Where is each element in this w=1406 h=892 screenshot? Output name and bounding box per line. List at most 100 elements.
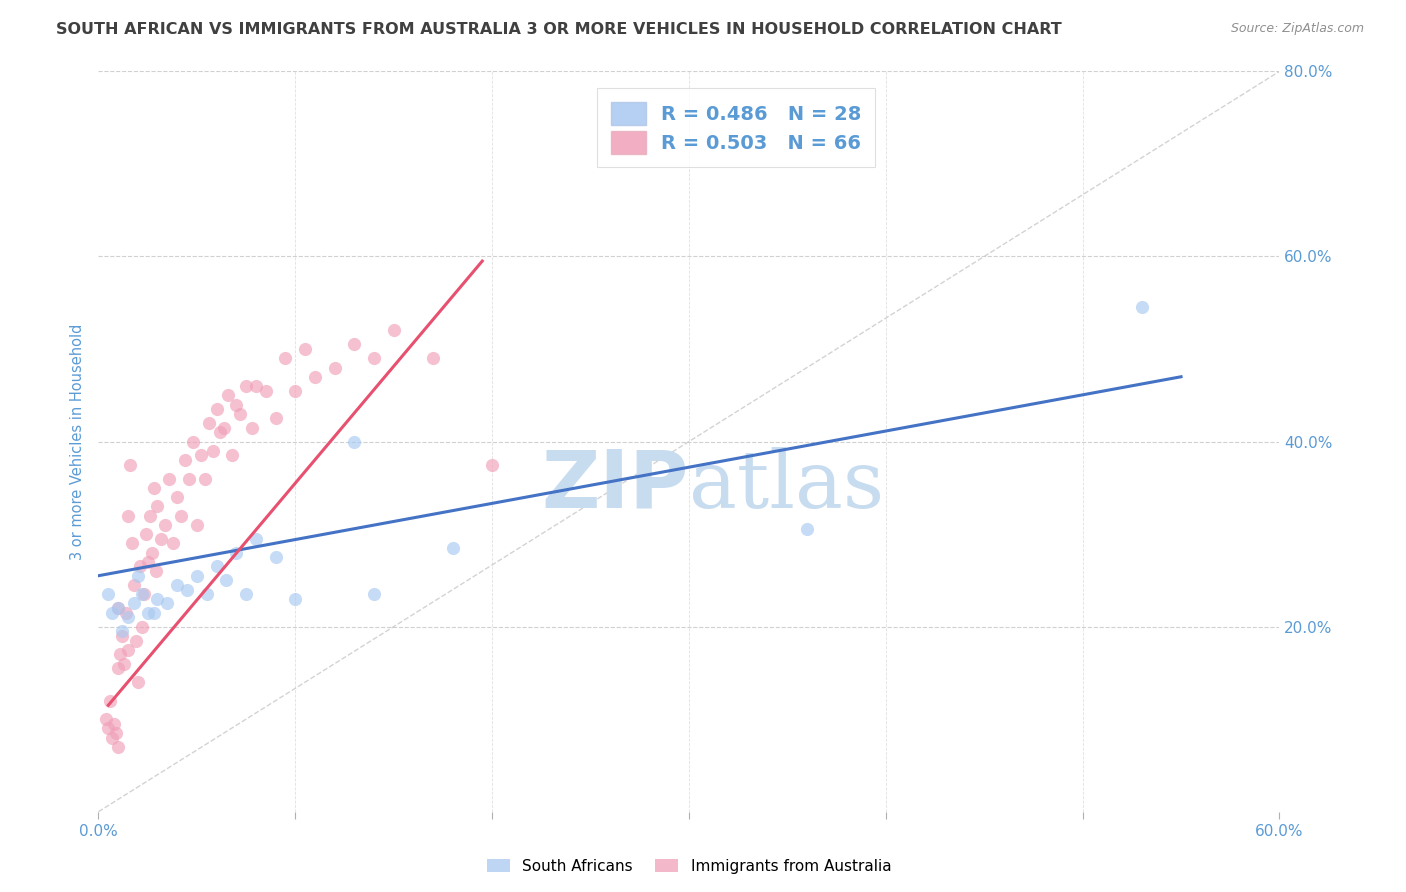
Point <box>363 587 385 601</box>
Point <box>118 458 141 472</box>
Point <box>103 716 125 731</box>
Point <box>441 541 464 555</box>
Point <box>166 578 188 592</box>
Point <box>141 545 163 560</box>
Point <box>136 606 159 620</box>
Point <box>146 591 169 606</box>
Point <box>190 449 212 463</box>
Text: atlas: atlas <box>689 447 884 525</box>
Point <box>97 587 120 601</box>
Point <box>194 471 217 485</box>
Point <box>107 601 129 615</box>
Point <box>122 597 145 611</box>
Point <box>214 420 236 434</box>
Point <box>264 550 287 565</box>
Point <box>304 369 326 384</box>
Point <box>131 587 153 601</box>
Point <box>177 471 200 485</box>
Point <box>131 619 153 633</box>
Point <box>111 624 134 639</box>
Point <box>235 587 257 601</box>
Point <box>107 661 129 675</box>
Point <box>217 388 239 402</box>
Point <box>111 629 134 643</box>
Point <box>181 434 204 449</box>
Point <box>125 633 148 648</box>
Point <box>235 379 257 393</box>
Point <box>117 610 139 624</box>
Point <box>343 337 366 351</box>
Point <box>138 508 160 523</box>
Point <box>294 342 316 356</box>
Point <box>422 351 444 366</box>
Point <box>221 449 243 463</box>
Point <box>343 434 366 449</box>
Point <box>186 568 208 582</box>
Point <box>284 384 307 398</box>
Point <box>186 517 208 532</box>
Point <box>197 416 219 430</box>
Text: Source: ZipAtlas.com: Source: ZipAtlas.com <box>1230 22 1364 36</box>
Point <box>274 351 297 366</box>
Point <box>205 559 228 574</box>
Point <box>108 648 131 662</box>
Point <box>162 536 184 550</box>
Point <box>96 712 118 726</box>
Point <box>117 642 139 657</box>
Point <box>245 532 267 546</box>
Point <box>382 324 405 338</box>
Point <box>157 471 180 485</box>
Point <box>127 568 149 582</box>
Point <box>155 517 177 532</box>
Point <box>201 443 224 458</box>
Text: ZIP: ZIP <box>541 447 689 525</box>
Point <box>105 726 128 740</box>
Point <box>117 508 139 523</box>
Point <box>323 360 346 375</box>
Text: SOUTH AFRICAN VS IMMIGRANTS FROM AUSTRALIA 3 OR MORE VEHICLES IN HOUSEHOLD CORRE: SOUTH AFRICAN VS IMMIGRANTS FROM AUSTRAL… <box>56 22 1062 37</box>
Point <box>245 379 267 393</box>
Point <box>112 657 135 671</box>
Point <box>170 508 193 523</box>
Point <box>101 606 124 620</box>
Point <box>166 490 188 504</box>
Point <box>156 597 179 611</box>
Point <box>195 587 218 601</box>
Point <box>240 420 263 434</box>
Point <box>142 606 165 620</box>
Point <box>215 574 238 588</box>
Point <box>229 407 252 421</box>
Point <box>205 402 228 417</box>
Point <box>101 731 124 745</box>
Point <box>363 351 385 366</box>
Point <box>128 559 150 574</box>
Point <box>127 675 149 690</box>
Point <box>136 555 159 569</box>
Point <box>107 601 129 615</box>
Point <box>209 425 232 440</box>
Y-axis label: 3 or more Vehicles in Household: 3 or more Vehicles in Household <box>70 324 86 559</box>
Point <box>135 527 157 541</box>
Point <box>146 500 169 514</box>
Point <box>481 458 503 472</box>
Point <box>225 545 247 560</box>
Point <box>225 397 247 411</box>
Point <box>121 536 143 550</box>
Point <box>796 523 818 537</box>
Point <box>264 411 287 425</box>
Point <box>122 578 145 592</box>
Point <box>176 582 198 597</box>
Point <box>142 481 165 495</box>
Point <box>254 384 277 398</box>
Legend: South Africans, Immigrants from Australia: South Africans, Immigrants from Australi… <box>481 853 897 880</box>
Point <box>174 453 197 467</box>
Point <box>115 606 138 620</box>
Legend: R = 0.486   N = 28, R = 0.503   N = 66: R = 0.486 N = 28, R = 0.503 N = 66 <box>598 88 876 168</box>
Point <box>98 694 121 708</box>
Point <box>145 564 167 578</box>
Point <box>132 587 155 601</box>
Point <box>107 739 129 754</box>
Point <box>97 722 120 736</box>
Point <box>150 532 173 546</box>
Point <box>1130 301 1153 315</box>
